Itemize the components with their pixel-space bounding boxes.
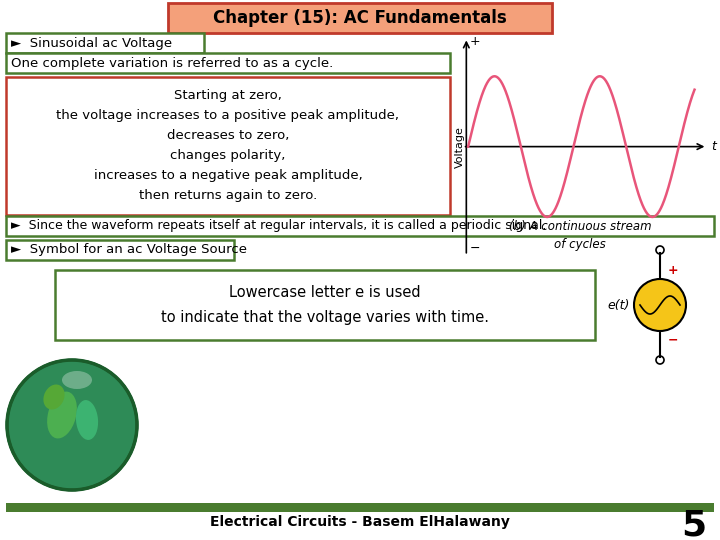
Ellipse shape	[76, 400, 98, 440]
Bar	[6, 33, 204, 53]
Text: Voltage: Voltage	[455, 126, 465, 167]
Bar	[6, 77, 450, 215]
Text: ►  Symbol for an ac Voltage Source: ► Symbol for an ac Voltage Source	[11, 244, 247, 256]
Text: t: t	[711, 140, 716, 153]
Ellipse shape	[47, 392, 77, 438]
Ellipse shape	[43, 384, 65, 409]
Bar	[6, 216, 714, 236]
Text: e(t): e(t)	[608, 299, 630, 312]
Bar	[6, 53, 450, 73]
Text: Chapter (15): AC Fundamentals: Chapter (15): AC Fundamentals	[213, 9, 507, 27]
Text: Electrical Circuits - Basem ElHalawany: Electrical Circuits - Basem ElHalawany	[210, 515, 510, 529]
Bar	[55, 270, 595, 340]
Text: Starting at zero,
the voltage increases to a positive peak amplitude,
decreases : Starting at zero, the voltage increases …	[56, 90, 400, 202]
Circle shape	[634, 279, 686, 331]
Text: (b) A continuous stream
of cycles: (b) A continuous stream of cycles	[509, 220, 652, 251]
Text: One complete variation is referred to as a cycle.: One complete variation is referred to as…	[11, 57, 333, 70]
Text: +: +	[470, 35, 481, 48]
Text: Lowercase letter e is used
to indicate that the voltage varies with time.: Lowercase letter e is used to indicate t…	[161, 285, 489, 325]
Text: +: +	[668, 264, 679, 276]
Circle shape	[7, 360, 137, 490]
Bar	[168, 3, 552, 33]
Ellipse shape	[62, 371, 92, 389]
Text: −: −	[470, 242, 480, 255]
Text: ►  Sinusoidal ac Voltage: ► Sinusoidal ac Voltage	[11, 37, 172, 50]
Bar	[6, 503, 714, 512]
Text: ►  Since the waveform repeats itself at regular intervals, it is called a period: ► Since the waveform repeats itself at r…	[11, 219, 546, 233]
Text: 5: 5	[681, 509, 706, 540]
Bar	[6, 240, 234, 260]
Text: −: −	[668, 334, 678, 347]
